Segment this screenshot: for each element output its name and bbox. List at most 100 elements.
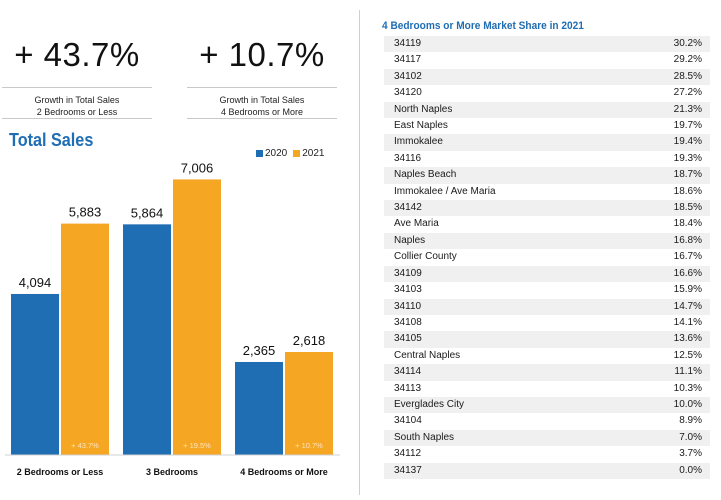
area-name: Everglades City [384, 396, 619, 414]
stat-caption-line: 4 Bedrooms or More [220, 107, 304, 117]
share-value: 7.0% [618, 429, 710, 447]
table-row: Everglades City 10.0% [384, 396, 710, 414]
stat-caption-line: 2 Bedrooms or Less [36, 107, 118, 117]
table-row: 34114 11.1% [384, 364, 710, 381]
area-name: 34102 [384, 68, 619, 86]
area-name: East Naples [384, 118, 619, 135]
share-value: 14.7% [618, 298, 710, 315]
table-row: Immokalee / Ave Maria 18.6% [384, 183, 710, 201]
area-name: 34112 [384, 446, 619, 463]
share-value: 19.3% [618, 150, 710, 168]
table-row: 34105 13.6% [384, 331, 710, 348]
table-row: North Naples 21.3% [384, 101, 710, 119]
share-value: 30.2% [618, 36, 710, 53]
vertical-divider [359, 10, 360, 495]
table-row: 34109 16.6% [384, 265, 710, 283]
table-row: Collier County 16.7% [384, 249, 710, 266]
area-name: South Naples [384, 429, 619, 447]
bar-2020-2 [235, 361, 283, 455]
data-label: 2,365 [243, 343, 276, 358]
share-value: 12.5% [618, 347, 710, 365]
category-label: 2 Bedrooms or Less [17, 467, 104, 477]
table-row: 34120 27.2% [384, 85, 710, 102]
stat-growth-4-bedrooms: + 10.7% Growth in Total Sales 4 Bedrooms… [187, 32, 337, 119]
table-row: 34102 28.5% [384, 68, 710, 86]
share-value: 16.6% [618, 265, 710, 283]
area-name: 34103 [384, 282, 619, 299]
table-row: 34108 14.1% [384, 314, 710, 332]
legend-item-2020: 2020 [256, 148, 287, 159]
table-row: 34113 10.3% [384, 380, 710, 397]
area-name: 34105 [384, 331, 619, 348]
data-label: 5,883 [69, 205, 102, 220]
area-name: Immokalee [384, 134, 619, 151]
growth-label: + 19.5% [183, 441, 211, 450]
legend-item-2021: 2021 [293, 148, 325, 159]
area-name: 34110 [384, 298, 619, 315]
table-row: 34142 18.5% [384, 200, 710, 217]
market-share-table: 34119 30.2% 34117 29.2% 34102 28.5% 34120 27.2%… [384, 36, 710, 479]
area-name: 34109 [384, 265, 619, 283]
bar-2020-1 [123, 224, 171, 455]
share-value: 13.6% [618, 331, 710, 348]
table-row: 34104 8.9% [384, 413, 710, 430]
data-label: 5,864 [131, 205, 164, 220]
chart-legend: 2020 2021 [256, 148, 325, 159]
area-name: Ave Maria [384, 216, 619, 233]
share-value: 18.5% [618, 200, 710, 217]
divider [2, 118, 152, 119]
stat-value: + 10.7% [199, 36, 325, 73]
table-row: East Naples 19.7% [384, 118, 710, 135]
total-sales-bar-chart: 4,094 5,883 + 43.7% 2 Bedrooms or Less 5,864… [5, 160, 340, 477]
share-value: 21.3% [618, 101, 710, 119]
table-row: South Naples 7.0% [384, 429, 710, 447]
market-share-title: 4 Bedrooms or More Market Share in 2021 [382, 20, 584, 32]
table-row: Naples 16.8% [384, 232, 710, 250]
table-row: Immokalee 19.4% [384, 134, 710, 151]
divider [187, 87, 337, 88]
table-row: 34137 0.0% [384, 462, 710, 479]
category-label: 3 Bedrooms [146, 467, 198, 477]
legend-label: 2020 [265, 148, 288, 159]
share-value: 16.7% [618, 249, 710, 266]
category-label: 4 Bedrooms or More [240, 467, 328, 477]
share-value: 19.4% [618, 134, 710, 151]
bar-2021-2 [285, 352, 333, 455]
share-value: 8.9% [618, 413, 710, 430]
share-value: 29.2% [618, 52, 710, 69]
legend-swatch [256, 150, 263, 157]
area-name: 34117 [384, 52, 619, 69]
bar-2021-1 [173, 179, 221, 455]
share-value: 15.9% [618, 282, 710, 299]
area-name: 34142 [384, 200, 619, 217]
stat-caption: Growth in Total Sales 4 Bedrooms or More [187, 88, 337, 118]
share-value: 18.7% [618, 167, 710, 184]
legend-swatch [293, 150, 301, 157]
area-name: Naples Beach [384, 167, 619, 184]
table-row: Naples Beach 18.7% [384, 167, 710, 184]
divider [2, 87, 152, 88]
share-value: 10.0% [618, 396, 710, 414]
share-value: 28.5% [618, 68, 710, 86]
share-value: 27.2% [618, 85, 710, 102]
table-row: 34112 3.7% [384, 446, 710, 463]
chart-title: Total Sales [9, 130, 94, 150]
bar-2020-0 [11, 293, 59, 455]
share-value: 19.7% [618, 118, 710, 135]
area-name: North Naples [384, 101, 619, 119]
area-name: Naples [384, 232, 619, 250]
stat-value: + 43.7% [14, 36, 140, 73]
stat-growth-2-bedrooms: + 43.7% Growth in Total Sales 2 Bedrooms… [2, 32, 152, 119]
share-value: 3.7% [618, 446, 710, 463]
data-label: 2,618 [293, 333, 326, 348]
divider [187, 118, 337, 119]
area-name: 34114 [384, 364, 619, 381]
share-value: 14.1% [618, 314, 710, 332]
area-name: Collier County [384, 249, 619, 266]
share-value: 16.8% [618, 232, 710, 250]
share-value: 0.0% [618, 462, 710, 479]
area-name: Central Naples [384, 347, 619, 365]
area-name: 34104 [384, 413, 619, 430]
growth-label: + 43.7% [71, 441, 99, 450]
table-row: 34110 14.7% [384, 298, 710, 315]
